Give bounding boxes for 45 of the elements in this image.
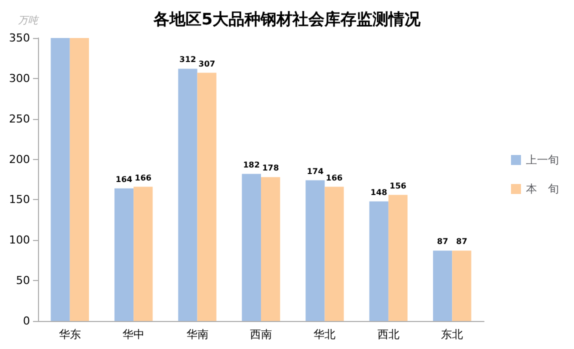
y-tick-label: 250	[9, 112, 30, 126]
data-label: 156	[390, 181, 407, 190]
data-label: 87	[456, 237, 468, 246]
data-label: 166	[326, 173, 344, 182]
y-tick-label: 100	[9, 234, 30, 247]
bar	[452, 250, 472, 321]
x-tick-label: 西北	[377, 328, 400, 341]
data-label: 164	[116, 174, 133, 184]
bar	[242, 174, 261, 321]
bar	[50, 38, 70, 321]
data-label: 178	[262, 164, 280, 173]
data-label: 87	[437, 237, 448, 246]
data-label: 148	[370, 188, 388, 197]
bar	[306, 180, 325, 321]
bar	[197, 72, 216, 321]
y-tick-label: 50	[16, 274, 30, 288]
bar	[178, 68, 198, 321]
data-label: 182	[243, 160, 260, 170]
x-tick-label: 华东	[58, 328, 81, 341]
y-tick-label: 350	[9, 32, 30, 44]
y-tick-label: 0	[23, 314, 30, 328]
y-tick-label: 200	[9, 152, 30, 166]
data-label: 307	[198, 59, 216, 68]
bar	[433, 250, 452, 321]
bar	[324, 186, 344, 321]
x-tick-label: 西南	[250, 328, 272, 341]
bar	[114, 188, 134, 321]
bar	[134, 186, 153, 321]
legend-label: 本 旬	[526, 182, 559, 196]
data-label: 166	[134, 173, 152, 182]
y-tick-label: 150	[9, 193, 30, 206]
chart-title: 各地区5大品种钢材社会库存监测情况	[152, 10, 422, 28]
y-axis-title: 万吨	[18, 14, 40, 26]
bar	[261, 177, 280, 321]
x-tick-label: 华南	[186, 328, 208, 341]
bar	[388, 194, 408, 321]
x-tick-label: 东北	[441, 328, 464, 341]
y-tick-label: 300	[9, 72, 30, 85]
bar	[369, 201, 388, 321]
x-tick-label: 华北	[314, 328, 336, 341]
data-label: 312	[179, 55, 196, 64]
legend-label: 上一旬	[526, 154, 559, 166]
bar	[70, 38, 89, 321]
x-tick-label: 华中	[122, 328, 145, 341]
data-label: 174	[306, 166, 324, 176]
